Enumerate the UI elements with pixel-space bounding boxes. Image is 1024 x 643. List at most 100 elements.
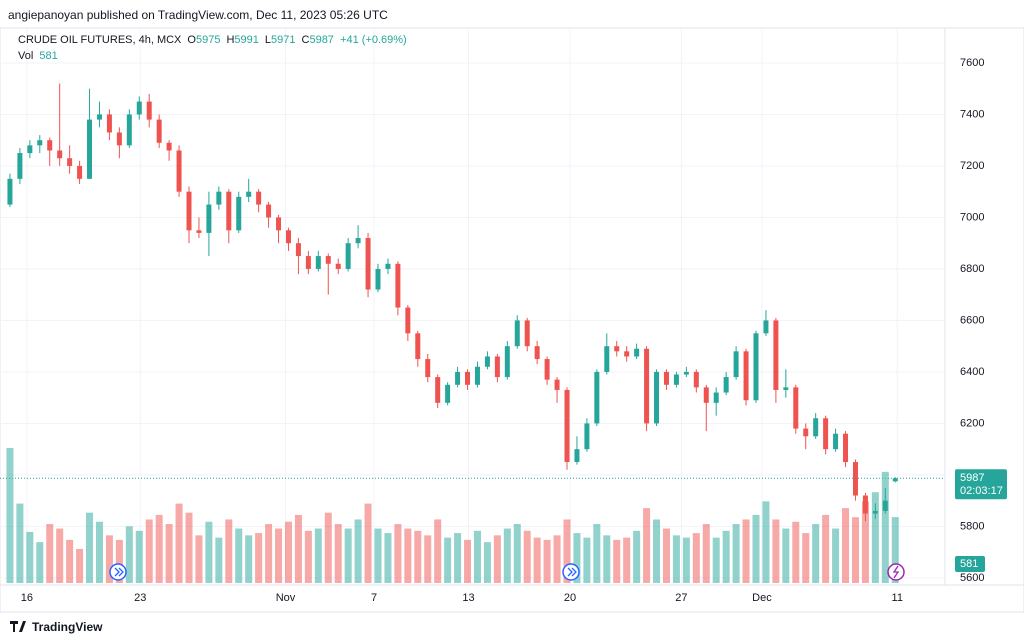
candle-body <box>773 320 779 390</box>
volume-bar <box>145 519 153 583</box>
volume-bar <box>742 519 750 583</box>
candle-body <box>236 196 242 231</box>
candle-body <box>494 356 500 378</box>
volume-bar <box>86 512 94 583</box>
volume-bar <box>603 535 611 583</box>
publisher: angiepanoyan published on TradingView.co… <box>8 8 388 22</box>
candle-body <box>534 346 540 360</box>
candle-body <box>335 263 341 269</box>
volume-bar <box>275 528 283 583</box>
volume-bar <box>473 530 481 583</box>
volume-bar <box>26 531 34 583</box>
volume-bar <box>732 524 740 583</box>
y-tick-label: 6200 <box>960 417 984 429</box>
candle-body <box>27 145 33 154</box>
candle-body <box>852 462 858 496</box>
candle-body <box>116 132 122 146</box>
volume-bar <box>175 503 183 583</box>
candle-body <box>57 150 63 159</box>
volume-bar <box>404 528 412 583</box>
volume-bar <box>772 519 780 583</box>
volume-bar <box>851 517 859 583</box>
candle-body <box>862 495 868 514</box>
event-icon[interactable] <box>109 563 127 581</box>
candle-body <box>872 510 878 514</box>
candle-body <box>176 150 182 192</box>
symbol: CRUDE OIL FUTURES, 4h, MCX <box>18 34 182 46</box>
readout-key: O <box>187 34 196 46</box>
candle-body <box>305 256 311 269</box>
candle-body <box>355 238 361 244</box>
y-tick-label: 7200 <box>960 160 984 172</box>
candle-body <box>823 418 829 450</box>
candle-body <box>226 191 232 231</box>
logo <box>10 621 26 632</box>
volume-bar <box>46 524 54 583</box>
candle-body <box>654 371 660 424</box>
volume-tag <box>955 556 985 572</box>
volume-bar <box>533 537 541 583</box>
volume-bar <box>682 537 690 583</box>
volume-bar <box>245 535 253 583</box>
candle-body <box>285 230 291 244</box>
event-icon[interactable] <box>887 563 905 581</box>
volume-bar <box>434 519 442 583</box>
volume-bar <box>76 548 84 583</box>
candle-body <box>554 379 560 390</box>
candle-body <box>713 392 719 403</box>
volume-bar <box>702 524 710 583</box>
y-tick-label: 7400 <box>960 108 984 120</box>
candle-body <box>345 243 351 269</box>
candle-body <box>644 348 650 424</box>
volume-bar <box>802 533 810 583</box>
volume-bar <box>304 530 312 583</box>
volume-bar <box>384 533 392 583</box>
volume-bar <box>454 533 462 583</box>
volume-tag-value: 581 <box>960 558 978 570</box>
volume-bar <box>215 537 223 583</box>
candle-body <box>166 142 172 151</box>
candle-body <box>256 191 262 205</box>
volume-bar <box>125 526 133 583</box>
volume-readout: Vol 581 <box>18 50 58 62</box>
volume-bar <box>255 533 263 583</box>
price-tag-value: 5987 <box>960 472 984 484</box>
x-tick-label: 16 <box>21 592 33 604</box>
candle-body <box>375 268 381 290</box>
event-icon[interactable] <box>562 563 580 581</box>
volume-bar <box>782 528 790 583</box>
volume-bar <box>135 530 143 583</box>
volume-bar <box>513 524 521 583</box>
volume-bar <box>871 492 879 583</box>
volume-bar <box>891 517 899 583</box>
volume-bar <box>414 530 422 583</box>
candle-body <box>703 387 709 403</box>
volume-bar <box>265 524 273 583</box>
candle-body <box>206 204 212 233</box>
change: +41 (+0.69%) <box>340 34 407 46</box>
x-tick-label: 27 <box>675 592 687 604</box>
volume-bar <box>692 533 700 583</box>
y-tick-label: 6800 <box>960 263 984 275</box>
volume-bar <box>583 537 591 583</box>
candle-body <box>7 178 13 205</box>
candle-body <box>156 119 162 143</box>
volume-bar <box>573 533 581 583</box>
volume-bar <box>56 528 64 583</box>
volume-bar <box>493 535 501 583</box>
volume-bar <box>284 521 292 583</box>
volume-bar <box>444 537 452 583</box>
candle-body <box>843 433 849 463</box>
candle-body <box>683 371 689 375</box>
candle-body <box>276 217 282 231</box>
candle-body <box>733 351 739 378</box>
candle-body <box>136 101 142 115</box>
candle-body <box>604 346 610 372</box>
candle-body <box>196 230 202 233</box>
candle-body <box>544 359 550 380</box>
candle-body <box>723 377 729 393</box>
volume-bar <box>66 539 74 583</box>
candle-body <box>673 374 679 385</box>
